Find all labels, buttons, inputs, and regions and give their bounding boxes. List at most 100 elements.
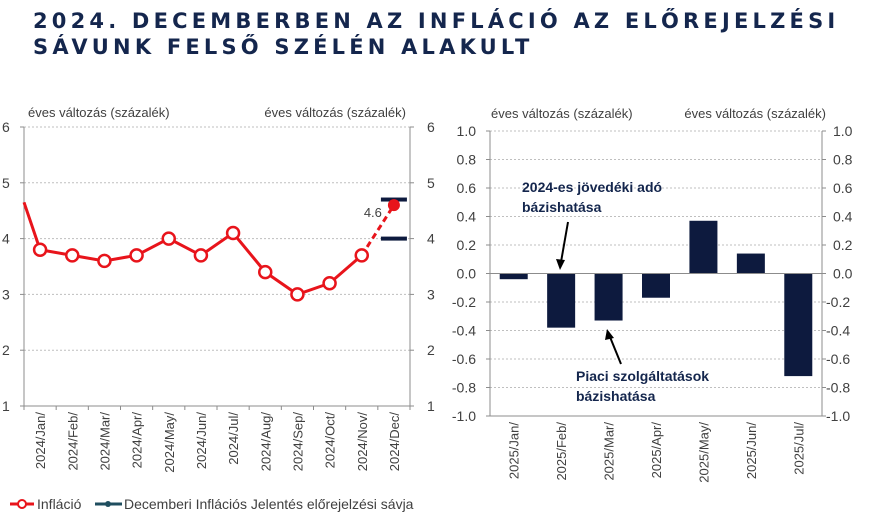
inflation-point (129, 248, 144, 263)
legend: Infláció Decemberi Inflációs Jelentés el… (10, 496, 414, 512)
y-tick-label-left: 4 (2, 231, 10, 247)
x-tick-label: 2024/Jan/ (33, 412, 48, 469)
x-tick-label: 2024/Feb/ (65, 412, 80, 471)
y-tick-label-right: 3 (427, 286, 435, 302)
y-tick-label-right: -0.4 (826, 323, 850, 339)
x-tick-label: 2025/Jan/ (507, 422, 522, 479)
x-tick-label: 2025/Mar/ (602, 422, 617, 481)
y-tick-label-right: 0.0 (833, 266, 853, 282)
y-tick-label-left: 1 (2, 398, 10, 414)
y-tick-label-right: 1.0 (833, 123, 853, 139)
base-effect-bar-chart: éves változás (százalék) éves változás (… (452, 106, 853, 483)
y-tick-label-right: -1.0 (826, 408, 850, 424)
y-tick-label-left: -1.0 (452, 408, 476, 424)
bar (547, 273, 576, 328)
y-tick-label-left: 3 (2, 286, 10, 302)
title-line-2: SÁVUNK FELSŐ SZÉLÉN ALAKULT (33, 35, 534, 59)
inflation-line-segment (22, 201, 42, 251)
y-tick-label-left: -0.2 (452, 294, 476, 310)
inflation-point (97, 253, 112, 269)
y-tick-label-right: 0.6 (833, 180, 853, 196)
y-tick-label-right: 4 (427, 231, 435, 247)
y-tick-label-right: 1 (427, 398, 435, 414)
title-line-1: 2024. DECEMBERBEN AZ INFLÁCIÓ AZ ELŐREJE… (33, 9, 840, 33)
y-tick-label-right: -0.8 (826, 380, 850, 396)
legend-item-forecast-band[interactable]: Decemberi Inflációs Jelentés előrejelzés… (95, 496, 414, 512)
x-tick-label: 2024/Dec/ (387, 412, 402, 472)
x-tick-label: 2025/Apr/ (649, 422, 664, 479)
y-tick-label-left: 0.8 (457, 152, 477, 168)
legend-label: Infláció (37, 496, 82, 512)
y-tick-label-left: -0.8 (452, 380, 476, 396)
inflation-point (32, 242, 48, 258)
left-axis-title: éves változás (százalék) (491, 106, 633, 121)
x-tick-label: 2025/Jul/ (791, 422, 806, 475)
y-tick-label-right: -0.2 (826, 294, 850, 310)
y-tick-label-left: -0.4 (452, 323, 476, 339)
bar (594, 273, 623, 321)
forecast-band-low (380, 236, 407, 241)
x-tick-label: 2024/Apr/ (130, 412, 145, 469)
y-tick-label-left: -0.6 (452, 351, 476, 367)
annotation-text: bázishatása (522, 199, 602, 215)
inflation-point-dec (387, 199, 400, 212)
arrow-head-icon (556, 259, 565, 270)
bar (642, 273, 670, 298)
annotation-text: bázishatása (576, 388, 656, 404)
x-tick-label: 2025/May/ (696, 422, 711, 483)
x-tick-label: 2024/Oct/ (323, 412, 338, 469)
legend-item-inflation[interactable]: Infláció (10, 496, 82, 512)
y-tick-label-left: 6 (2, 119, 10, 135)
y-tick-label-left: 0.2 (457, 237, 477, 253)
bar (784, 273, 813, 377)
x-tick-label: 2025/Feb/ (554, 422, 569, 481)
y-tick-label-left: 0.0 (457, 266, 477, 282)
inflation-point (354, 248, 369, 263)
y-tick-label-right: 5 (427, 175, 435, 191)
y-tick-label-right: 0.2 (833, 237, 853, 253)
x-tick-label: 2024/Mar/ (97, 412, 112, 471)
annotation-text: Piaci szolgáltatások (576, 368, 709, 384)
x-tick-label: 2024/May/ (162, 412, 177, 473)
y-tick-label-right: 2 (427, 342, 435, 358)
page-title: 2024. DECEMBERBEN AZ INFLÁCIÓ AZ ELŐREJE… (33, 8, 839, 60)
inflation-point (258, 264, 273, 280)
inflation-marker-icon (17, 499, 27, 509)
inflation-line (39, 231, 363, 297)
x-tick-label: 2025/Jun/ (744, 422, 759, 479)
annotation-excise-tax: 2024-es jövedéki adó bázishatása (522, 179, 662, 270)
right-axis-title: éves változás (százalék) (684, 106, 826, 121)
left-axis-title: éves változás (százalék) (28, 105, 170, 120)
annotation-market-services: Piaci szolgáltatások bázishatása (576, 329, 709, 404)
x-tick-label: 2024/Nov/ (355, 412, 370, 472)
data-label-dec: 4.6 (364, 205, 382, 220)
inflation-point (225, 225, 241, 241)
y-tick-label-right: 0.4 (833, 209, 853, 225)
annotation-text: 2024-es jövedéki adó (522, 179, 662, 195)
y-tick-label-right: 6 (427, 119, 435, 135)
y-tick-label-left: 0.6 (457, 180, 477, 196)
inflation-point (161, 231, 176, 246)
arrow-head-icon (605, 329, 614, 340)
inflation-point (193, 248, 209, 263)
x-tick-label: 2024/Jul/ (226, 412, 241, 465)
y-tick-label-left: 5 (2, 175, 10, 191)
bar (499, 273, 528, 280)
band-marker-icon (105, 501, 111, 507)
annotation-arrow (609, 336, 622, 365)
y-tick-label-right: -0.6 (826, 351, 850, 367)
inflation-point (322, 275, 337, 291)
bar (736, 253, 765, 274)
inflation-line-chart: éves változás (százalék) éves változás (… (2, 105, 435, 473)
annotation-arrow (560, 221, 569, 263)
bar (689, 220, 718, 274)
inflation-point (290, 287, 305, 302)
x-tick-label: 2024/Jun/ (194, 412, 209, 469)
y-tick-label-left: 2 (2, 342, 10, 358)
inflation-point (65, 248, 80, 263)
x-tick-label: 2024/Aug/ (258, 412, 273, 472)
y-tick-label-left: 0.4 (457, 209, 477, 225)
x-tick-label: 2024/Sep/ (290, 412, 305, 472)
y-tick-label-left: 1.0 (457, 123, 477, 139)
